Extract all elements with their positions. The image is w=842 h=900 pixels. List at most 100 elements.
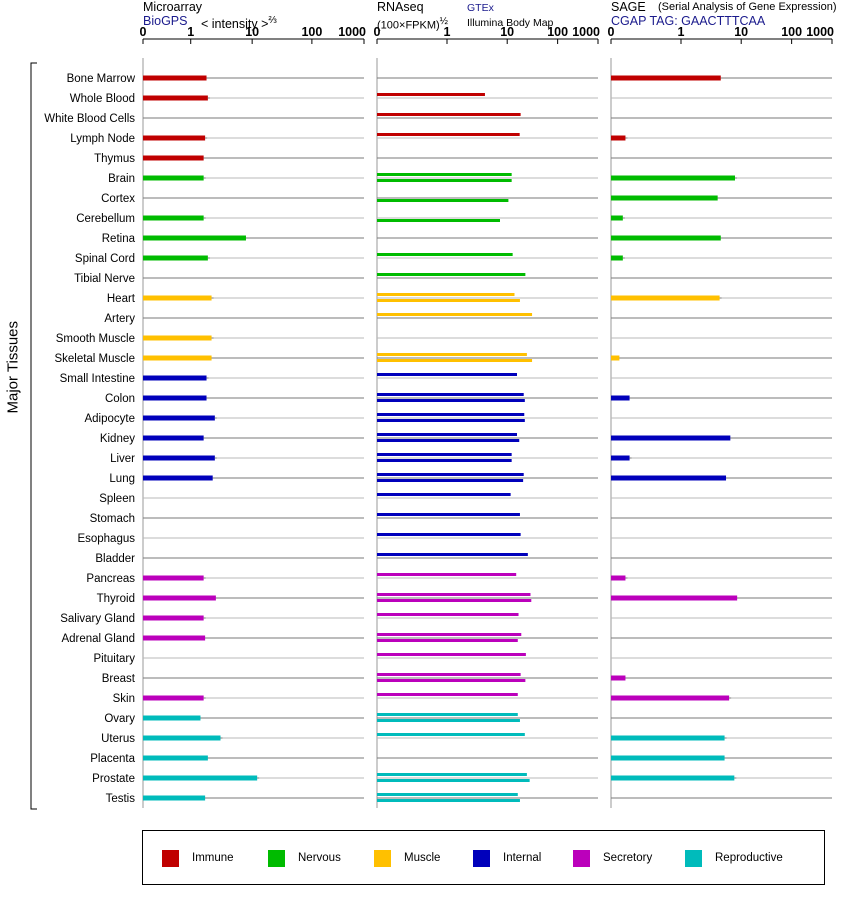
legend: Immune Nervous Muscle Internal Secretory… (142, 830, 825, 885)
microarray-scale-power: ⅔ (268, 15, 277, 26)
tissue-label: Lung (109, 473, 135, 485)
tissue-label: Esophagus (77, 533, 135, 545)
tissue-label: Skin (113, 693, 135, 705)
tissue-label: Lymph Node (70, 133, 135, 145)
microarray-bar (143, 695, 204, 701)
tissue-label: Tibial Nerve (74, 273, 135, 285)
rnaseq-bar (377, 413, 525, 416)
rnaseq-bar (377, 199, 509, 202)
sage-bar (611, 755, 725, 761)
legend-label-reproductive: Reproductive (715, 852, 783, 864)
sage-tick-label: 10 (734, 25, 748, 39)
rnaseq-bar (377, 639, 518, 642)
legend-label-nervous: Nervous (298, 852, 341, 864)
sage-bar (611, 255, 623, 261)
rnaseq-bar (377, 253, 513, 256)
rnaseq-scale-power: ½ (439, 16, 449, 27)
rnaseq-bar (377, 439, 520, 442)
tissue-label: Breast (102, 673, 136, 685)
tissue-label: Salivary Gland (60, 613, 135, 625)
tissue-label: Whole Blood (70, 93, 135, 105)
tissue-label: Artery (104, 313, 135, 325)
rnaseq-bar (377, 733, 525, 736)
tissue-label: Brain (108, 173, 135, 185)
rnaseq-bar (377, 373, 518, 376)
microarray-bar (143, 155, 204, 161)
rnaseq-bar (377, 399, 525, 402)
rnaseq-bar (377, 393, 524, 396)
sage-bar (611, 235, 721, 241)
microarray-bar (143, 355, 212, 361)
sage-bar (611, 195, 718, 201)
tissue-label: Cortex (101, 193, 135, 205)
microarray-bar (143, 435, 204, 441)
rnaseq-bar (377, 513, 520, 516)
rnaseq-tick-label: 1000 (572, 25, 600, 39)
sage-bar (611, 295, 720, 301)
microarray-bar (143, 775, 258, 781)
legend-swatch-internal (473, 850, 490, 867)
rnaseq-bar (377, 713, 518, 716)
sage-bar (611, 175, 735, 181)
tissue-label: Bone Marrow (67, 73, 136, 85)
sage-bar (611, 135, 626, 141)
sage-subtitle: (Serial Analysis of Gene Expression) (658, 1, 837, 13)
rnaseq-bar (377, 693, 518, 696)
sage-tick-label: 1000 (806, 25, 834, 39)
rnaseq-bar (377, 353, 527, 356)
microarray-bar (143, 635, 206, 641)
microarray-tick-label: 100 (301, 25, 322, 39)
rnaseq-bar (377, 553, 528, 556)
sage-bar (611, 675, 626, 681)
sage-bar (611, 595, 738, 601)
rnaseq-tick-label: 100 (547, 25, 568, 39)
legend-label-immune: Immune (192, 852, 234, 864)
tissue-label: Skeletal Muscle (54, 353, 135, 365)
tissue-label: Placenta (90, 753, 135, 765)
rnaseq-bar (377, 433, 518, 436)
rnaseq-scale-label: (100×FPKM)½ (377, 16, 449, 32)
rnaseq-bar (377, 173, 512, 176)
tissue-label: Small Intestine (60, 373, 135, 385)
rnaseq-bar (377, 479, 524, 482)
legend-label-secretory: Secretory (603, 852, 653, 864)
sage-tick-label: 0 (608, 25, 615, 39)
tissue-label: Spinal Cord (75, 253, 135, 265)
tissue-label: Pancreas (86, 573, 135, 585)
tissue-label: Uterus (101, 733, 135, 745)
rnaseq-bar (377, 673, 521, 676)
tissue-label: Colon (105, 393, 135, 405)
microarray-bar (143, 255, 208, 261)
sage-bar (611, 355, 620, 361)
tissue-label: Prostate (92, 773, 135, 785)
rnaseq-bar (377, 633, 522, 636)
rnaseq-bar (377, 419, 525, 422)
y-axis-label: Major Tissues (4, 320, 22, 414)
rnaseq-bar (377, 533, 521, 536)
rnaseq-bar (377, 613, 519, 616)
microarray-tick-label: 1 (187, 25, 194, 39)
rnaseq-bar (377, 653, 526, 656)
legend-swatch-muscle (374, 850, 391, 867)
legend-swatch-nervous (268, 850, 285, 867)
microarray-tick-label: 1000 (338, 25, 366, 39)
microarray-tick-label: 0 (140, 25, 147, 39)
tissue-label: Kidney (100, 433, 135, 445)
microarray-bar (143, 375, 207, 381)
rnaseq-bar (377, 679, 526, 682)
sage-title: SAGE (611, 0, 646, 14)
tissue-label: Testis (106, 793, 136, 805)
tissue-label: Liver (110, 453, 135, 465)
legend-label-muscle: Muscle (404, 852, 441, 864)
microarray-bar (143, 395, 207, 401)
tissue-label: Spleen (99, 493, 135, 505)
microarray-source: BioGPS (143, 14, 188, 28)
rnaseq-bar (377, 719, 520, 722)
microarray-bar (143, 295, 212, 301)
tissue-label: Thyroid (97, 593, 135, 605)
microarray-bar (143, 415, 215, 421)
sage-bar (611, 475, 727, 481)
rnaseq-tick-label: 0 (374, 25, 381, 39)
microarray-bar (143, 235, 246, 241)
